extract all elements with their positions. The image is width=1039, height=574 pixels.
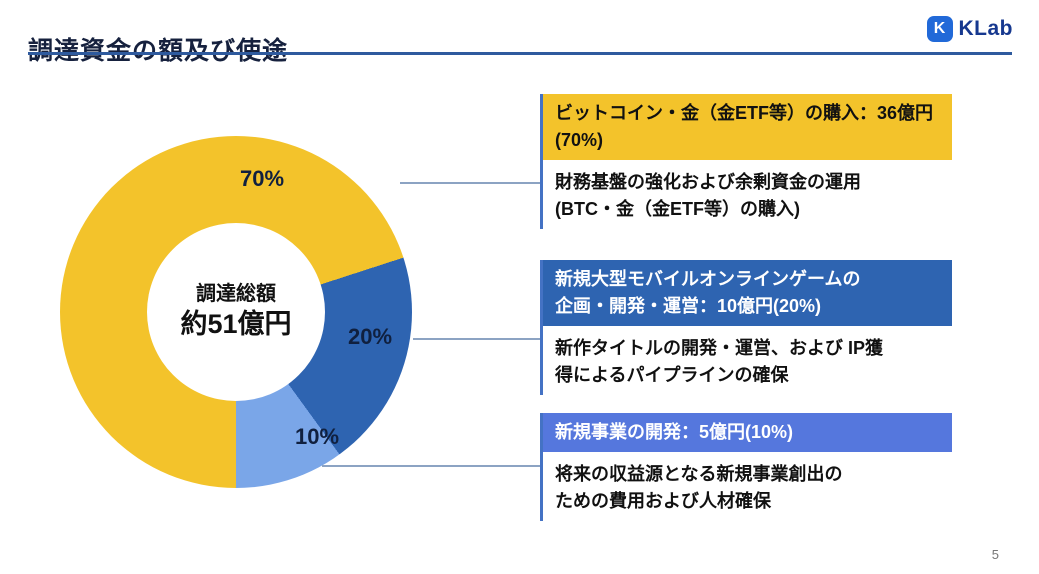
page-number: 5	[991, 547, 999, 562]
callout-header: 新規大型モバイルオンラインゲームの 企画・開発・運営：10億円(20%)	[543, 260, 952, 326]
callout-header: ビットコイン・金（金ETF等）の購入：36億円 (70%)	[543, 94, 952, 160]
connector-line-mobile-game	[413, 338, 540, 340]
callout-description: 新作タイトルの開発・運営、および IP獲 得によるパイプラインの確保	[555, 338, 884, 385]
callout-description: 財務基盤の強化および余剰資金の運用 (BTC・金（金ETF等）の購入)	[555, 172, 861, 219]
klab-logo-text: KLab	[958, 17, 1013, 40]
connector-line-btc-gold	[400, 182, 540, 184]
callout-btc-gold: ビットコイン・金（金ETF等）の購入：36億円 (70%) 財務基盤の強化および…	[540, 94, 952, 229]
connector-line-new-business	[322, 465, 540, 467]
donut-chart: 調達総額 約51億円 70% 20% 10%	[60, 136, 412, 488]
percent-label-new-business: 10%	[295, 424, 340, 449]
donut-hole: 調達総額 約51億円	[147, 223, 325, 401]
percent-label-mobile-game: 20%	[348, 324, 393, 349]
donut-center-total: 約51億円	[180, 309, 292, 340]
page-title: 調達資金の額及び使途	[28, 36, 289, 65]
percent-label-btc-gold: 70%	[240, 166, 285, 191]
title-underline	[28, 52, 1012, 55]
callout-description: 将来の収益源となる新規事業創出の ための費用および人材確保	[555, 464, 843, 511]
callout-header: 新規事業の開発：5億円(10%)	[543, 413, 952, 452]
donut-center-label: 調達総額	[196, 283, 276, 306]
callout-new-business: 新規事業の開発：5億円(10%) 将来の収益源となる新規事業創出の ための費用お…	[540, 413, 952, 521]
klab-logo: K KLab	[926, 16, 1014, 42]
callout-mobile-game: 新規大型モバイルオンラインゲームの 企画・開発・運営：10億円(20%) 新作タ…	[540, 260, 952, 395]
klab-mark-icon: K	[926, 16, 953, 42]
